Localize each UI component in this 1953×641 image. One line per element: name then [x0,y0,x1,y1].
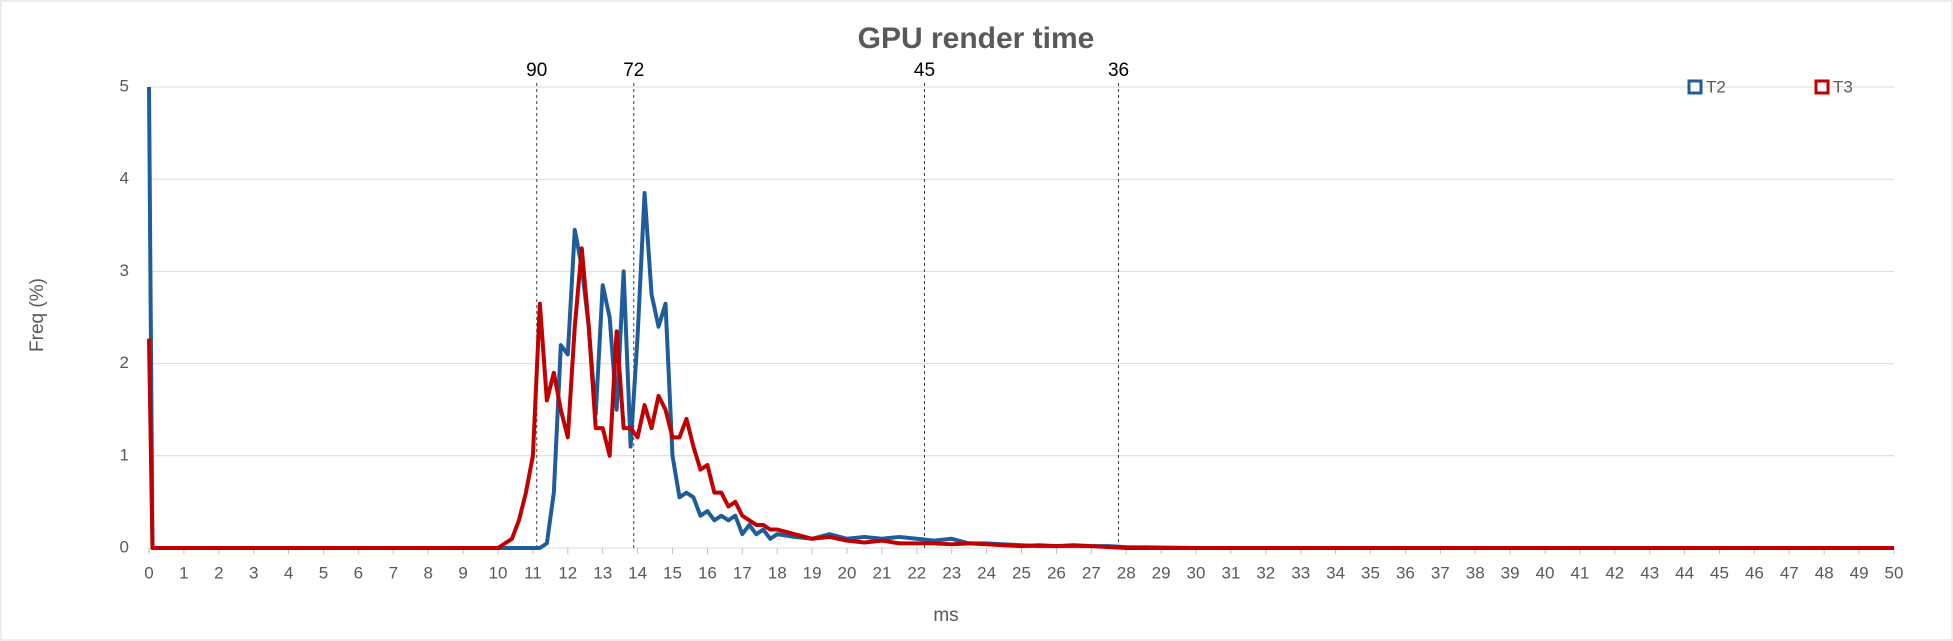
x-tick-label: 11 [524,563,542,582]
fps-marker-label: 90 [526,60,547,81]
y-tick-label: 4 [120,169,129,188]
legend-swatch [1814,79,1830,95]
x-tick-label: 33 [1291,563,1310,582]
chart-title: GPU render time [858,22,1095,55]
fps-marker-label: 72 [623,60,644,81]
x-tick-label: 32 [1256,563,1275,582]
legend-label: T2 [1706,77,1726,96]
x-tick-label: 5 [319,563,328,582]
x-tick-label: 22 [907,563,926,582]
x-tick-label: 24 [977,563,996,582]
x-tick-label: 7 [389,563,398,582]
x-tick-label: 40 [1536,563,1555,582]
x-tick-label: 43 [1640,563,1659,582]
y-tick-label: 3 [120,261,129,280]
x-tick-label: 34 [1326,563,1345,582]
x-tick-label: 29 [1152,563,1171,582]
x-tick-label: 1 [179,563,188,582]
y-tick-label: 2 [120,353,129,372]
x-tick-label: 21 [872,563,891,582]
x-tick-label: 48 [1815,563,1834,582]
x-tick-label: 12 [558,563,577,582]
x-tick-label: 42 [1605,563,1624,582]
x-tick-label: 20 [838,563,857,582]
x-tick-label: 39 [1501,563,1520,582]
x-tick-label: 26 [1047,563,1066,582]
x-tick-label: 4 [284,563,293,582]
x-tick-label: 30 [1187,563,1206,582]
x-tick-label: 0 [144,563,153,582]
x-tick-label: 9 [458,563,467,582]
y-tick-label: 1 [120,445,129,464]
x-tick-label: 23 [942,563,961,582]
x-tick-label: 25 [1012,563,1031,582]
x-tick-label: 19 [803,563,822,582]
x-tick-label: 14 [628,563,647,582]
series-line [147,246,1894,550]
x-axis-label: ms [933,605,958,626]
x-tick-label: 27 [1082,563,1101,582]
x-tick-label: 8 [423,563,432,582]
y-tick-label: 5 [120,76,129,95]
x-tick-label: 2 [214,563,223,582]
x-tick-label: 13 [593,563,612,582]
x-tick-label: 41 [1570,563,1589,582]
x-tick-label: 17 [733,563,752,582]
x-tick-label: 38 [1466,563,1485,582]
x-tick-label: 36 [1396,563,1415,582]
y-axis-label: Freq (%) [27,278,48,352]
x-tick-label: 49 [1850,563,1869,582]
x-tick-label: 10 [489,563,508,582]
x-tick-label: 16 [698,563,717,582]
legend-label: T3 [1833,77,1853,96]
legend-swatch [1687,79,1703,95]
x-tick-label: 46 [1745,563,1764,582]
x-tick-label: 3 [249,563,258,582]
x-tick-label: 37 [1431,563,1450,582]
x-tick-label: 47 [1780,563,1799,582]
y-tick-label: 0 [120,537,129,556]
fps-marker-label: 36 [1108,60,1129,81]
x-tick-label: 18 [768,563,787,582]
x-tick-label: 45 [1710,563,1729,582]
fps-marker-label: 45 [914,60,935,81]
x-tick-label: 6 [354,563,363,582]
x-tick-label: 44 [1675,563,1694,582]
x-tick-label: 35 [1361,563,1380,582]
x-tick-label: 28 [1117,563,1136,582]
x-tick-label: 50 [1885,563,1904,582]
x-tick-label: 31 [1221,563,1240,582]
x-tick-label: 15 [663,563,682,582]
